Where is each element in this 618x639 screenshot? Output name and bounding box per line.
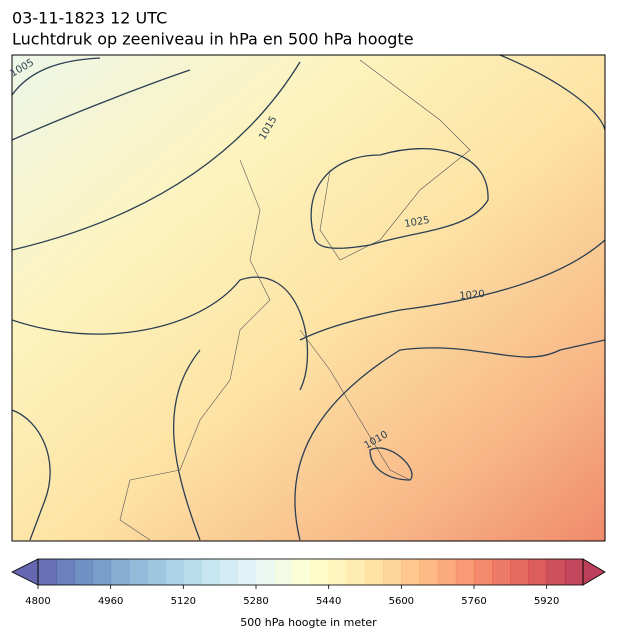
colorbar-band [310, 559, 330, 585]
map [12, 55, 605, 541]
isobar [310, 148, 489, 249]
colorbar-tick-label: 5280 [243, 596, 268, 607]
map-frame [11, 54, 606, 542]
colorbar-band [383, 559, 402, 585]
colorbar-tick-label: 5600 [389, 596, 414, 607]
colorbar-band [528, 559, 548, 585]
colorbar-band [474, 559, 493, 585]
colorbar-band [110, 559, 130, 585]
colorbar-tick-label: 5920 [534, 596, 559, 607]
colorbar-band [237, 559, 257, 585]
colorbar-band [365, 559, 384, 585]
colorbar-band [219, 559, 239, 585]
isobar [12, 409, 51, 541]
isobar [172, 339, 605, 541]
colorbar-band [38, 559, 57, 585]
colorbar-band [165, 559, 184, 585]
title: Luchtdruk op zeeniveau in hPa en 500 hPa… [12, 30, 414, 49]
colorbar-band [492, 559, 511, 585]
colorbar-band [128, 559, 148, 585]
colorbar-tick-label: 5440 [316, 596, 341, 607]
isobar [12, 57, 101, 96]
colorbar-band [401, 559, 420, 585]
date: 03-11-1823 12 UTC [12, 9, 167, 28]
isobar-label: 1020 [459, 289, 485, 302]
coastline [119, 59, 471, 541]
colorbar-band [74, 559, 93, 585]
isobar [12, 61, 301, 251]
colorbar-band [92, 559, 112, 585]
colorbar-band [510, 559, 529, 585]
colorbar-band [564, 559, 584, 585]
colorbar-band [346, 559, 366, 585]
colorbar-band [183, 559, 202, 585]
colorbar-tick-label: 5120 [171, 596, 196, 607]
colorbar-band [56, 559, 75, 585]
colorbar-band [328, 559, 348, 585]
isobar [499, 55, 605, 131]
colorbar-extend-low [11, 558, 39, 586]
colorbar-extend-high [582, 558, 606, 586]
map-background [12, 55, 605, 541]
colorbar-band [201, 559, 221, 585]
colorbar-tick-label: 4960 [98, 596, 123, 607]
colorbar: 4800 4960 5120 5280 5440 5600 5760 5920 500 hPa … [11, 558, 606, 629]
colorbar-tick-label: 5760 [461, 596, 486, 607]
colorbar-band [274, 559, 293, 585]
colorbar-tick-label: 4800 [25, 596, 50, 607]
colorbar-frame [37, 558, 584, 586]
colorbar-band [147, 559, 166, 585]
colorbar-band [546, 559, 566, 585]
colorbar-band [292, 559, 311, 585]
isobar-label: 1025 [404, 215, 431, 230]
colorbar-band [256, 559, 275, 585]
colorbar-band [419, 559, 439, 585]
colorbar-label: 500 hPa hoogte in meter [240, 616, 377, 629]
isobar [12, 239, 605, 391]
colorbar-band [437, 559, 457, 585]
colorbar-band [455, 559, 475, 585]
